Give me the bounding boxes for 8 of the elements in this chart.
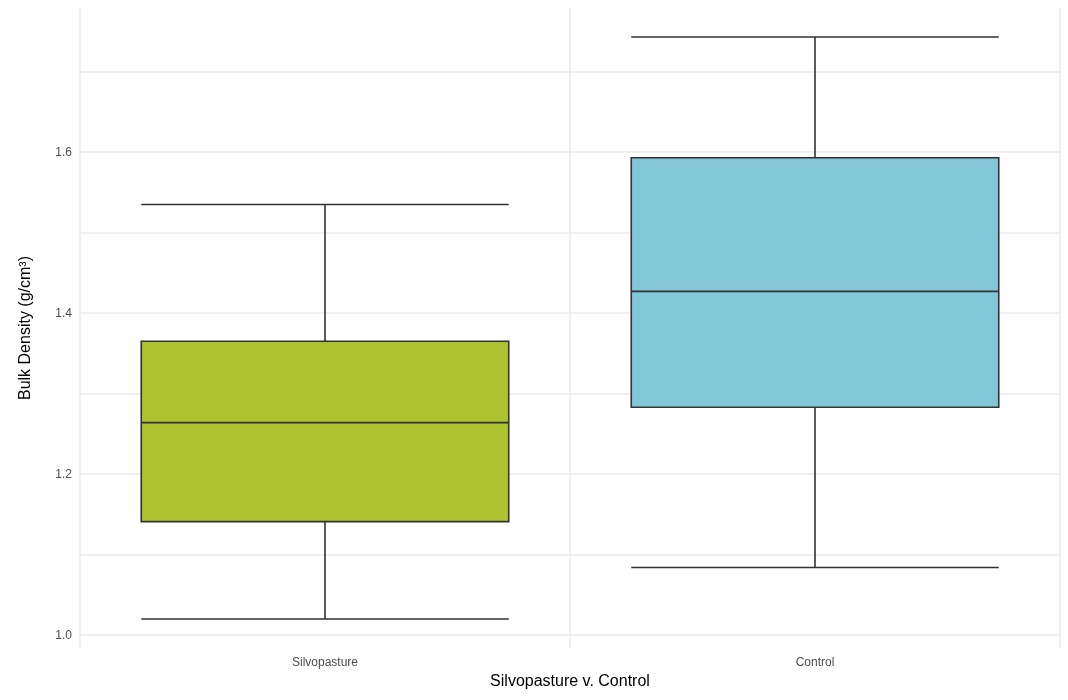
y-tick-label: 1.6 xyxy=(55,145,73,160)
y-axis-title: Bulk Density (g/cm³) xyxy=(15,255,33,401)
y-tick-label: 1.4 xyxy=(55,306,73,321)
y-tick-label: 1.0 xyxy=(55,628,73,643)
x-tick-label: Control xyxy=(795,655,835,669)
y-tick-label: 1.2 xyxy=(55,467,73,482)
x-tick-label: Silvopasture xyxy=(291,655,359,669)
x-axis-title: Silvopasture v. Control xyxy=(490,672,650,690)
